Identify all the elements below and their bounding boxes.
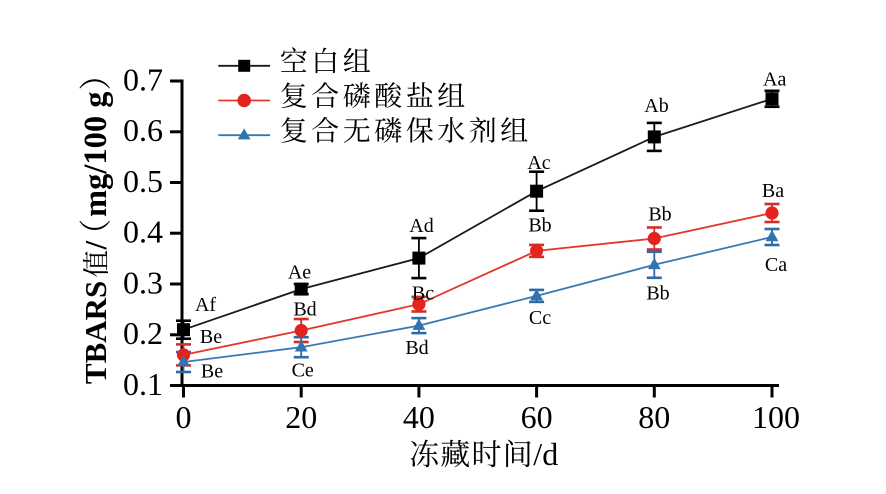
svg-text:Be: Be bbox=[201, 361, 223, 383]
svg-text:0.6: 0.6 bbox=[123, 112, 163, 148]
svg-text:/: / bbox=[78, 241, 113, 251]
svg-text:80: 80 bbox=[638, 399, 670, 435]
svg-text:0: 0 bbox=[176, 399, 192, 435]
svg-text:TBARS: TBARS bbox=[78, 281, 113, 384]
svg-text:Bb: Bb bbox=[528, 215, 551, 237]
svg-text:Bd: Bd bbox=[405, 337, 428, 359]
svg-text:Bc: Bc bbox=[412, 283, 434, 305]
svg-text:0.7: 0.7 bbox=[123, 61, 163, 97]
svg-text:Bb: Bb bbox=[646, 283, 669, 305]
svg-text:Ce: Ce bbox=[292, 360, 314, 382]
svg-text:Ca: Ca bbox=[765, 254, 787, 276]
svg-text:40: 40 bbox=[403, 399, 435, 435]
svg-text:60: 60 bbox=[521, 399, 553, 435]
svg-text:Ab: Ab bbox=[644, 95, 668, 117]
svg-text:Aa: Aa bbox=[763, 69, 786, 91]
svg-text:20: 20 bbox=[285, 399, 317, 435]
svg-text:0.5: 0.5 bbox=[123, 163, 163, 199]
svg-text:Ba: Ba bbox=[762, 180, 784, 202]
svg-text:0.1: 0.1 bbox=[123, 366, 163, 402]
svg-text:Ac: Ac bbox=[527, 152, 550, 174]
svg-text:/d: /d bbox=[533, 436, 558, 472]
svg-text:100: 100 bbox=[752, 399, 800, 435]
svg-text:0.2: 0.2 bbox=[123, 315, 163, 351]
svg-text:Cc: Cc bbox=[529, 307, 551, 329]
svg-text:mg/100 g: mg/100 g bbox=[78, 92, 114, 217]
svg-text:Bd: Bd bbox=[293, 298, 316, 320]
svg-text:Be: Be bbox=[200, 326, 222, 348]
svg-text:Ae: Ae bbox=[288, 261, 311, 283]
svg-text:Af: Af bbox=[195, 294, 216, 316]
svg-text:0.4: 0.4 bbox=[123, 214, 163, 250]
svg-text:Bb: Bb bbox=[648, 204, 671, 226]
svg-text:0.3: 0.3 bbox=[123, 264, 163, 300]
svg-text:Ad: Ad bbox=[409, 215, 433, 237]
